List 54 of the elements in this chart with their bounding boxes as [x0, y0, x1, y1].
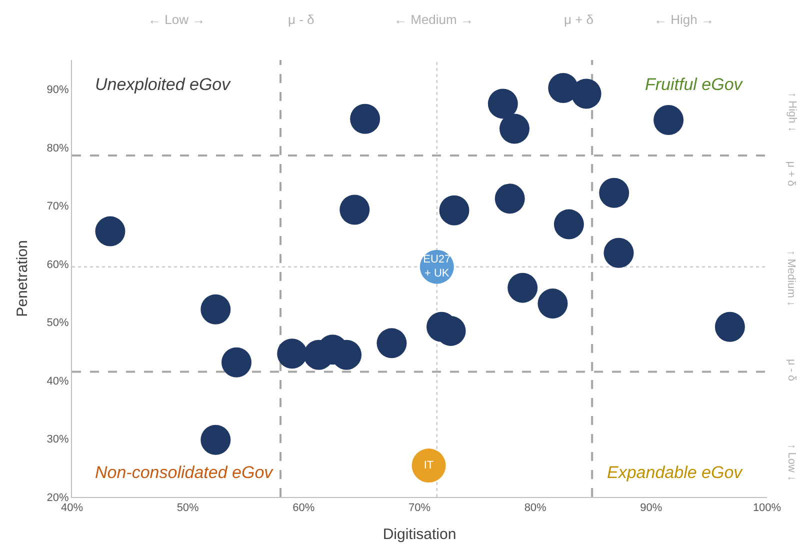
- series-label: EU27 + UK: [423, 253, 451, 280]
- point: [488, 88, 518, 119]
- point: [494, 184, 525, 214]
- y-tick-label: 30%: [46, 434, 70, 446]
- y-tick-label: 90%: [46, 84, 70, 96]
- text: ↑ Low ↓: [785, 444, 798, 482]
- point: [277, 338, 308, 369]
- text: μ + δ: [784, 161, 797, 186]
- text: μ + δ: [564, 12, 594, 27]
- annotation: Expandable eGov: [607, 463, 744, 482]
- annotation: Fruitful eGov: [645, 75, 744, 94]
- y-tick-label: 70%: [46, 200, 70, 213]
- text: ↑ High ↓: [786, 92, 798, 132]
- y-tick-label: 80%: [46, 142, 70, 154]
- point: [714, 312, 745, 342]
- point: [439, 195, 470, 226]
- y-tick-label: 40%: [46, 375, 70, 388]
- x-tick-label: 70%: [408, 502, 431, 514]
- point: [340, 194, 370, 225]
- y-tick-label: 20%: [46, 492, 70, 504]
- x-axis-title: Digitisation: [382, 526, 456, 544]
- point: [508, 272, 538, 303]
- point: [554, 209, 584, 240]
- x-tick-label: 50%: [176, 502, 200, 514]
- x-tick-label: 60%: [292, 502, 315, 514]
- text: ← High →: [654, 12, 714, 27]
- point: [350, 104, 380, 134]
- point: [604, 238, 634, 268]
- text: ← Medium →: [394, 12, 474, 27]
- series-label: IT: [424, 459, 434, 472]
- text: μ - δ: [288, 12, 314, 27]
- point: [538, 288, 568, 319]
- y-tick-label: 50%: [46, 317, 70, 330]
- point: [200, 424, 231, 455]
- point: [499, 114, 530, 144]
- text: ← Low →: [148, 12, 206, 27]
- point: [599, 178, 630, 208]
- point: [200, 294, 231, 324]
- point: [221, 347, 252, 378]
- point: [95, 216, 126, 246]
- y-tick-label: 60%: [46, 258, 70, 271]
- point: [571, 78, 602, 109]
- point: [412, 448, 446, 483]
- x-tick-label: 80%: [524, 502, 547, 514]
- x-tick-label: 90%: [640, 502, 662, 514]
- text: ↑ Medium ↓: [784, 250, 797, 306]
- y-axis-title: Penetration: [14, 240, 32, 317]
- point: [376, 328, 407, 358]
- annotation: Unexploited eGov: [95, 75, 232, 94]
- x-tick-label: 40%: [60, 502, 84, 514]
- x-tick-label: 100%: [752, 502, 782, 514]
- point: [654, 105, 684, 135]
- text: μ - δ: [786, 358, 798, 382]
- annotation: Non-consolidated eGov: [95, 463, 274, 482]
